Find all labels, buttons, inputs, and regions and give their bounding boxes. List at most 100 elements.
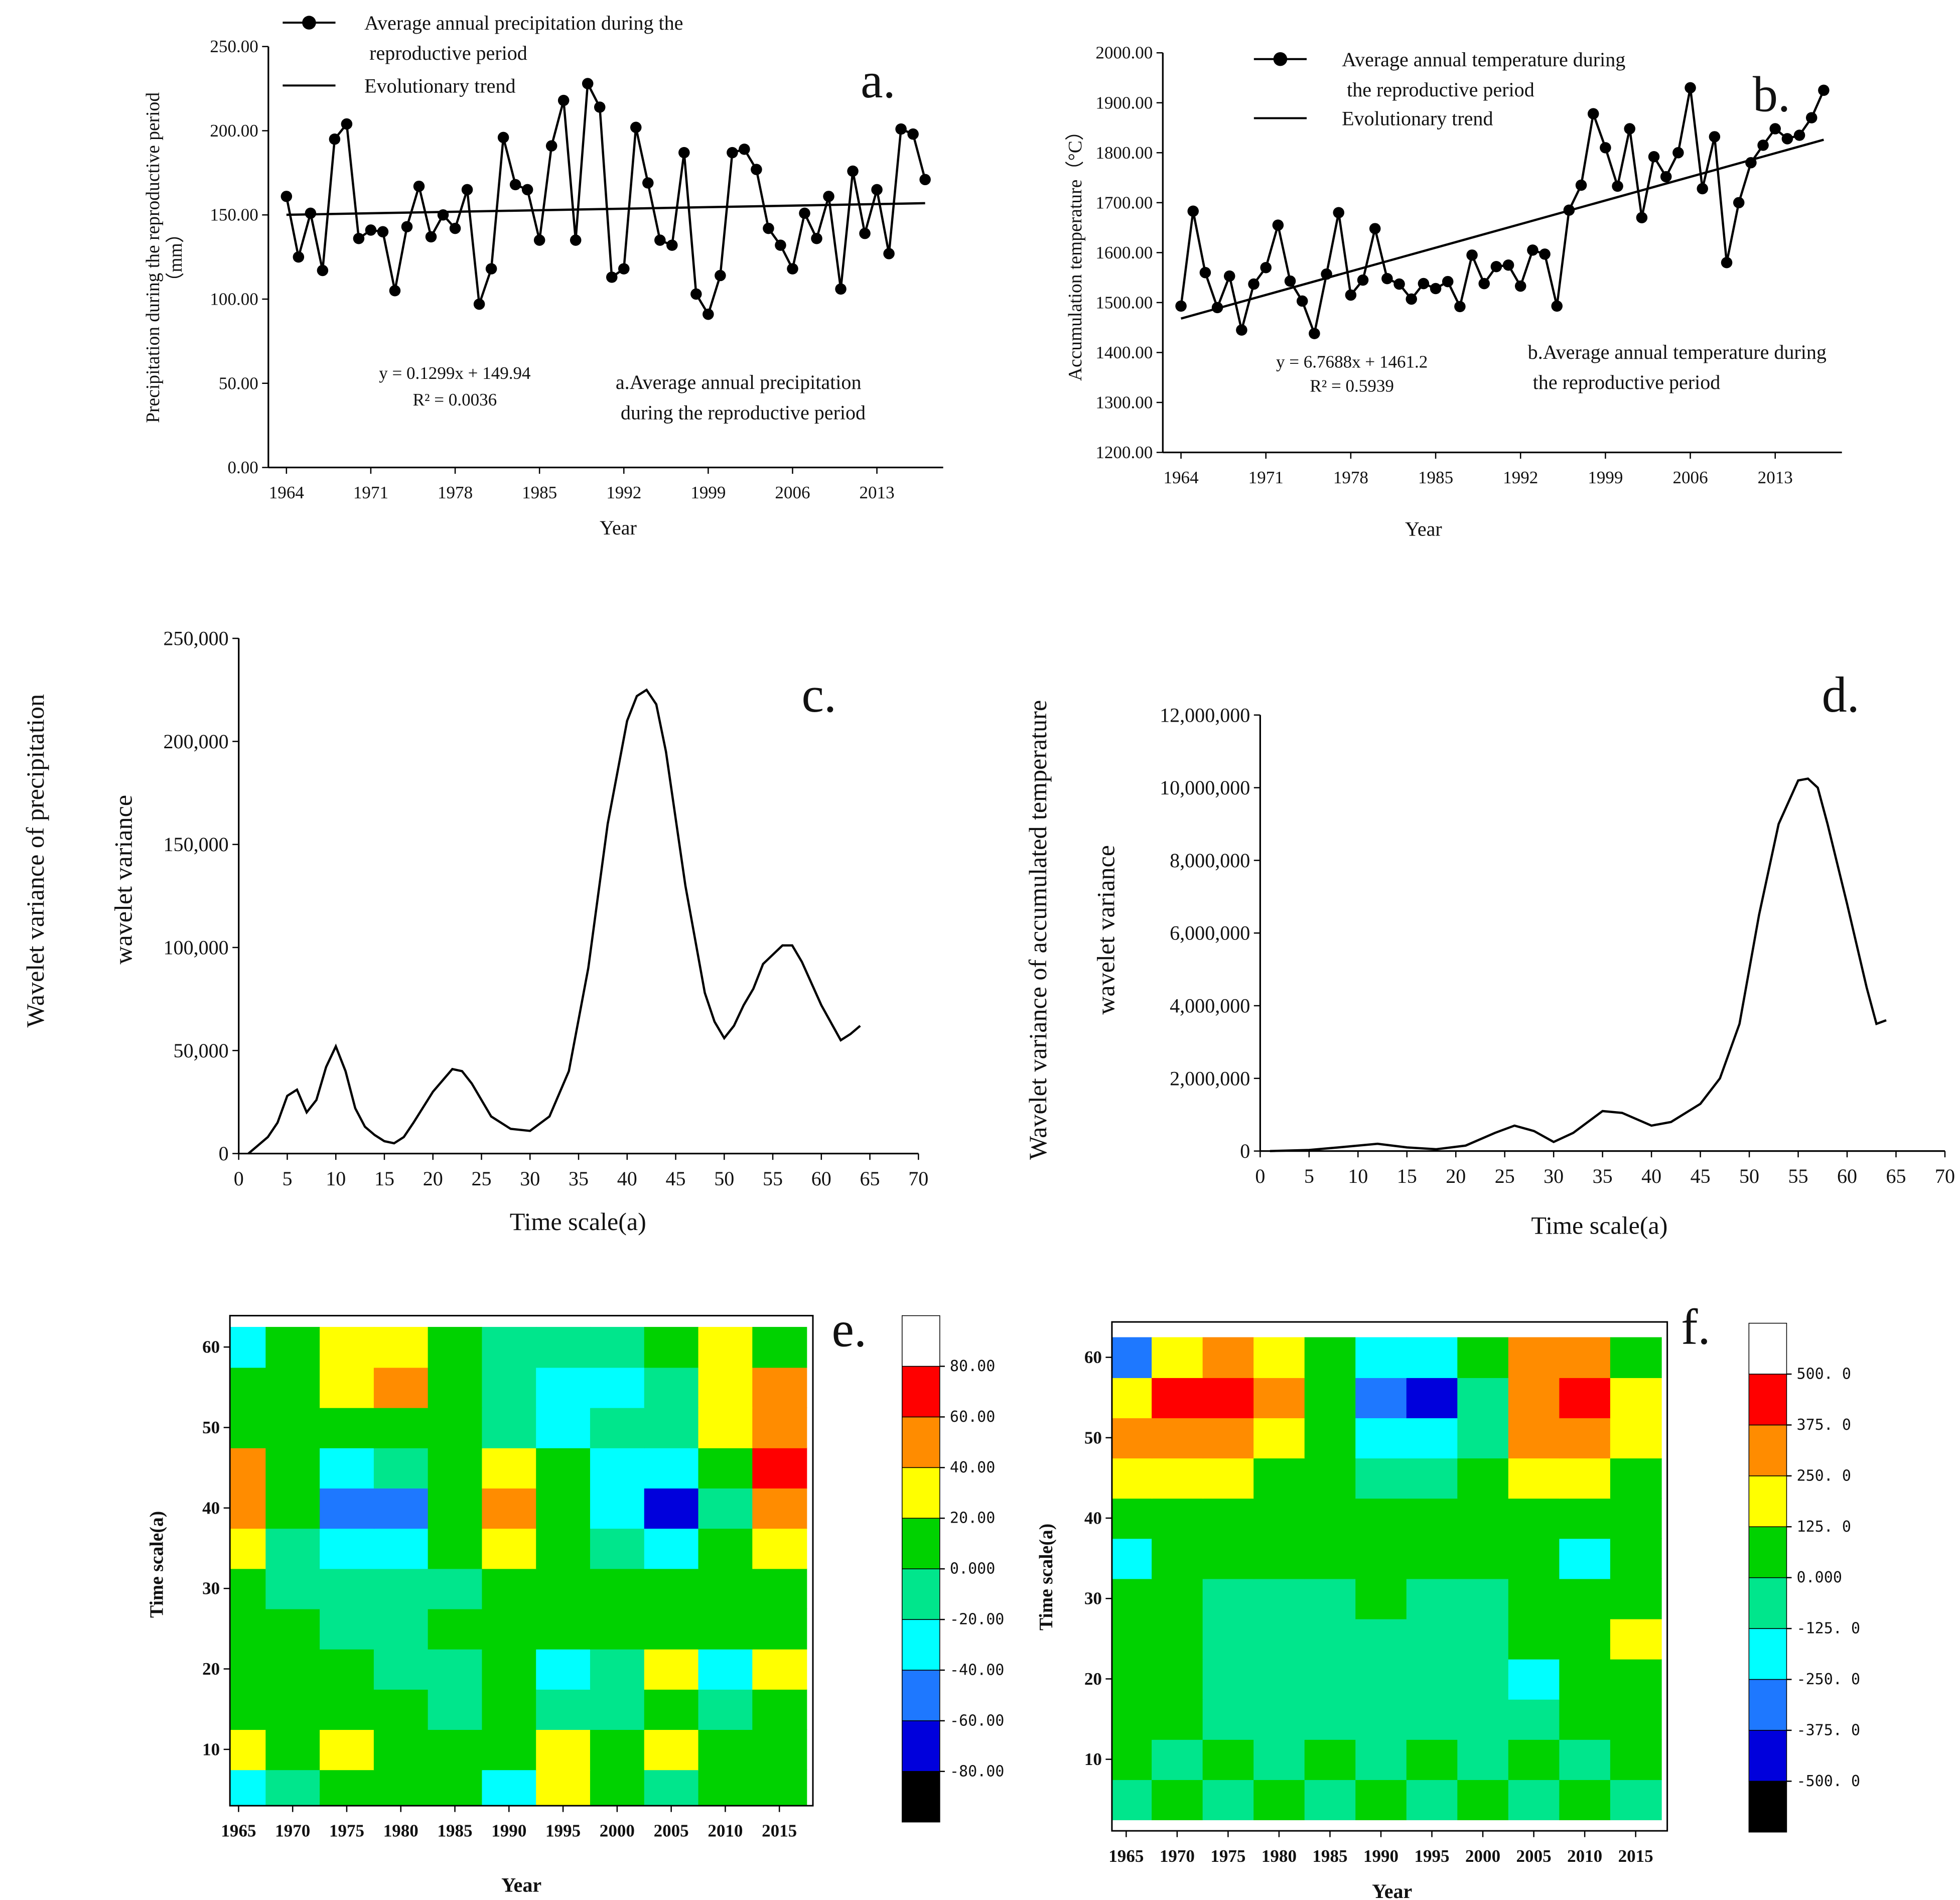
contour-cell	[482, 1407, 537, 1448]
contour-cell	[1304, 1337, 1356, 1378]
contour-cell	[1610, 1457, 1662, 1499]
point	[787, 263, 798, 275]
point	[329, 133, 341, 145]
colorbar-label: 500. 0	[1797, 1366, 1851, 1383]
contour-cell	[1253, 1578, 1305, 1619]
contour-cell	[1202, 1457, 1254, 1499]
contour-cell	[1355, 1377, 1408, 1419]
colorbar-label: -40.00	[950, 1661, 1004, 1679]
contour-cell	[1253, 1417, 1305, 1459]
point	[377, 226, 389, 238]
colorbar-label: 60.00	[950, 1408, 995, 1426]
y-tick-label: 50	[202, 1418, 220, 1437]
y-tick-label: 50.00	[219, 373, 258, 393]
contour-cell	[265, 1367, 321, 1408]
x-axis-title: Time scale(a)	[1531, 1211, 1667, 1239]
contour-cell	[373, 1729, 429, 1771]
contour-cell	[230, 1327, 266, 1368]
point	[1805, 112, 1817, 123]
point	[1660, 171, 1672, 183]
contour-cell	[590, 1487, 645, 1529]
x-axis-title: Year	[1405, 518, 1442, 540]
contour-cell	[644, 1407, 699, 1448]
x-tick-label: 55	[763, 1167, 783, 1190]
contour-cell	[1202, 1337, 1254, 1378]
x-axis-title: Time scale(a)	[510, 1207, 646, 1236]
contour-cell	[230, 1769, 266, 1806]
point	[799, 207, 810, 219]
x-tick-label: 50	[1739, 1165, 1759, 1187]
annotation: y = 6.7688x + 1461.2	[1276, 352, 1428, 372]
contour-cell	[1253, 1739, 1305, 1780]
contour-cell	[1253, 1457, 1305, 1499]
contour-cell	[230, 1608, 266, 1650]
colorbar-label: -125. 0	[1797, 1620, 1861, 1638]
colorbar-label: -60.00	[950, 1712, 1004, 1729]
x-tick-label: 40	[617, 1167, 637, 1190]
x-tick-label: 2005	[1516, 1846, 1552, 1866]
x-tick-label: 2010	[708, 1821, 743, 1841]
x-tick-label: 1985	[522, 483, 557, 502]
point	[1818, 84, 1830, 96]
colorbar-swatch	[1748, 1424, 1787, 1476]
point	[883, 248, 895, 259]
x-tick-label: 70	[908, 1167, 928, 1190]
point	[1636, 212, 1648, 223]
contour-cell	[373, 1367, 429, 1408]
x-tick-label: 15	[374, 1167, 394, 1190]
contour-cell	[373, 1608, 429, 1650]
contour-cell	[1111, 1457, 1153, 1499]
colorbar-swatch	[1748, 1628, 1787, 1680]
contour-cell	[590, 1327, 645, 1368]
contour-cell	[698, 1327, 753, 1368]
contour-cell	[1508, 1659, 1560, 1700]
contour-cell	[752, 1528, 807, 1569]
contour-cell	[230, 1367, 266, 1408]
contour-cell	[1202, 1417, 1254, 1459]
y-tick-label: 250.00	[210, 37, 258, 56]
x-tick-label: 1964	[1164, 468, 1199, 487]
contour-cell	[698, 1568, 753, 1609]
contour-cell	[1457, 1337, 1509, 1378]
x-tick-label: 1965	[1108, 1846, 1144, 1866]
contour-cell	[265, 1689, 321, 1730]
colorbar-label: -500. 0	[1797, 1773, 1861, 1790]
point	[823, 191, 834, 202]
x-tick-label: 1999	[690, 483, 726, 502]
contour-cell	[320, 1649, 375, 1690]
x-tick-label: 1965	[221, 1821, 256, 1841]
contour-cell	[1152, 1377, 1203, 1419]
point	[497, 131, 509, 144]
contour-cell	[1457, 1699, 1509, 1740]
contour-cell	[752, 1407, 807, 1448]
contour-cell	[265, 1729, 321, 1771]
point	[545, 140, 557, 152]
y-tick-label: 12,000,000	[1160, 704, 1250, 726]
contour-cell	[1610, 1699, 1662, 1740]
contour-cell	[1111, 1739, 1153, 1780]
x-tick-label: 2000	[1465, 1846, 1500, 1866]
contour-cell	[320, 1407, 375, 1448]
contour-cell	[230, 1407, 266, 1448]
point	[1624, 123, 1635, 134]
x-tick-label: 1980	[1262, 1846, 1297, 1866]
contour-cell	[1202, 1618, 1254, 1660]
y-axis-title: Wavelet variance of accumulated temperat…	[1024, 700, 1052, 1160]
point	[1612, 180, 1623, 192]
contour-cell	[1610, 1377, 1662, 1419]
contour-cell	[428, 1729, 483, 1771]
y-tick-label: 200,000	[164, 730, 229, 753]
contour-cell	[482, 1487, 537, 1529]
point	[365, 224, 377, 236]
colorbar-label: 80.00	[950, 1358, 995, 1375]
contour-cell	[1253, 1337, 1305, 1378]
contour-cell	[1253, 1699, 1305, 1740]
y-tick-label: 50,000	[174, 1039, 229, 1062]
contour-cell	[1559, 1739, 1611, 1780]
contour-cell	[482, 1447, 537, 1489]
point	[895, 123, 907, 135]
contour-cell	[320, 1327, 375, 1368]
point	[606, 272, 618, 283]
point	[594, 101, 606, 113]
point	[811, 232, 822, 244]
